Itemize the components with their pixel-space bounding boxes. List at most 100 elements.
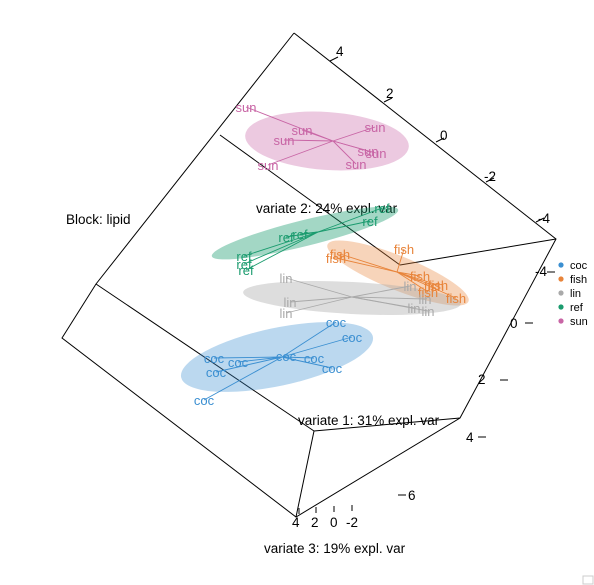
point-label-coc: coc [228, 355, 249, 370]
spoke-sun [332, 140, 357, 165]
point-label-lin: lin [279, 306, 292, 321]
point-label-fish: fish [330, 247, 350, 262]
spoke-lin [289, 296, 353, 303]
x-tick-label: -4 [535, 264, 547, 279]
point-label-fish: fish [394, 242, 414, 257]
legend-marker-ref [558, 304, 564, 310]
point-label-ref: ref [292, 227, 308, 242]
z-tick-label: -2 [346, 515, 358, 530]
z-axis-title: variate 3: 19% expl. var [264, 541, 406, 556]
spoke-lin [351, 296, 429, 312]
point-label-fish: fish [326, 251, 346, 266]
legend-label-lin: lin [570, 288, 581, 300]
point-label-ref: ref [236, 257, 252, 272]
y-tick-label: 4 [336, 44, 344, 59]
point-label-coc: coc [326, 315, 347, 330]
spoke-coc [281, 355, 287, 358]
point-label-lin: lin [421, 304, 434, 319]
legend-label-ref: ref [570, 302, 584, 314]
spoke-ref [317, 207, 383, 233]
spoke-lin [285, 296, 353, 314]
point-label-sun: sun [236, 100, 257, 115]
bounding-box [61, 32, 557, 518]
group-spokes [203, 106, 457, 401]
point-label-sun: sun [366, 146, 387, 161]
point-label-sun: sun [258, 158, 279, 173]
point-label-fish: fish [418, 285, 438, 300]
spoke-fish [396, 271, 429, 293]
spoke-sun [301, 129, 334, 142]
point-label-ref: ref [374, 201, 390, 216]
point-label-coc: coc [194, 393, 215, 408]
spoke-coc [203, 356, 283, 401]
legend-marker-fish [558, 276, 564, 282]
y-tick-label: 2 [386, 86, 394, 101]
spoke-sun [283, 139, 334, 142]
spoke-ref [243, 231, 319, 257]
spoke-sun [267, 140, 334, 166]
axis-x-ticks [398, 271, 555, 496]
point-label-ref: ref [236, 249, 252, 264]
spoke-ref [243, 231, 319, 265]
spoke-fish [396, 248, 405, 273]
legend-marker-sun [558, 318, 564, 324]
spoke-fish [396, 271, 457, 299]
spoke-ref [245, 231, 319, 271]
y-axis-title: variate 2: 24% expl. var [256, 201, 398, 216]
spoke-fish [396, 271, 421, 277]
point-label-fish: fish [428, 278, 448, 293]
spoke-coc [281, 321, 337, 358]
legend: coc fish lin ref sun [558, 260, 588, 328]
spoke-coc [213, 356, 283, 359]
point-label-sun: sun [365, 120, 386, 135]
spoke-sun [245, 106, 334, 142]
point-label-ref: ref [362, 214, 378, 229]
x-tick-label: 6 [408, 488, 416, 503]
point-label-lin: lin [407, 301, 420, 316]
point-label-lin: lin [279, 271, 292, 286]
spoke-fish [335, 257, 398, 273]
spoke-lin [285, 277, 353, 298]
spoke-lin [351, 285, 411, 298]
legend-label-coc: coc [570, 260, 588, 272]
spoke-ref [299, 231, 319, 235]
point-label-coc: coc [322, 361, 343, 376]
point-label-lin: lin [403, 279, 416, 294]
point-label-fish: fish [446, 291, 466, 306]
point-label-fish: fish [424, 279, 444, 294]
spoke-fish [339, 253, 398, 273]
point-label-coc: coc [206, 365, 227, 380]
spoke-coc [281, 336, 353, 358]
legend-label-fish: fish [570, 274, 587, 286]
spoke-ref [317, 220, 371, 233]
x-tick-label: 0 [510, 316, 518, 331]
spoke-coc [237, 356, 283, 363]
legend-marker-lin [558, 290, 564, 296]
y-tick-label: 0 [440, 128, 448, 143]
point-label-sun: sun [346, 157, 367, 172]
point-label-coc: coc [342, 330, 363, 345]
point-label-lin: lin [283, 295, 296, 310]
spoke-coc [281, 356, 333, 369]
point-label-coc: coc [304, 351, 325, 366]
z-tick-label: 0 [330, 515, 338, 530]
spoke-sun [332, 126, 376, 142]
axis-z-ticks [298, 505, 353, 514]
point-label-sun: sun [358, 144, 379, 159]
x-axis-title: variate 1: 31% expl. var [298, 413, 440, 428]
x-tick-label: 4 [466, 430, 474, 445]
point-label-sun: sun [292, 123, 313, 138]
point-label-ref: ref [238, 263, 254, 278]
axis-y-ticks [329, 56, 545, 223]
z-tick-label: 2 [311, 515, 319, 530]
point-label-ref: ref [278, 230, 294, 245]
spoke-sun [332, 140, 377, 154]
point-label-sun: sun [274, 133, 295, 148]
spoke-lin [351, 296, 426, 300]
legend-marker-coc [558, 262, 564, 268]
spoke-coc [281, 356, 315, 359]
legend-label-sun: sun [570, 316, 588, 328]
corner-mark [582, 575, 594, 585]
